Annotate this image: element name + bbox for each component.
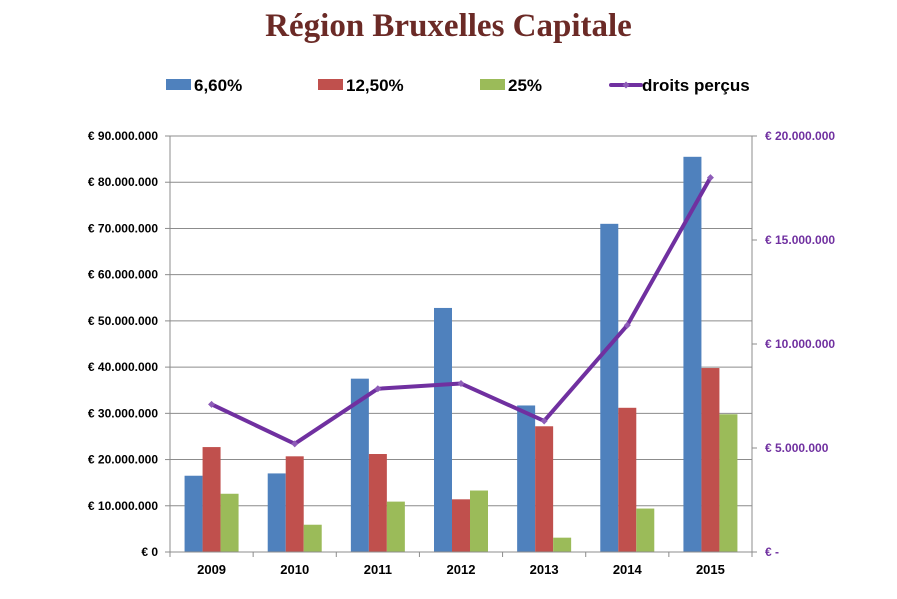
bar-12-50 xyxy=(202,447,221,552)
y-left-tick-label: € 40.000.000 xyxy=(88,360,158,374)
legend-line-marker xyxy=(622,81,630,89)
bar-6-60 xyxy=(683,156,702,553)
x-tick-label: 2012 xyxy=(447,562,476,577)
bar-25 xyxy=(470,490,488,552)
line-point xyxy=(623,321,631,329)
bar-6-60 xyxy=(434,307,452,552)
x-tick-label: 2015 xyxy=(696,562,725,577)
legend-swatch xyxy=(480,79,505,90)
legend-label: 12,50% xyxy=(346,76,404,95)
line-point xyxy=(540,417,548,425)
grid-lines xyxy=(170,135,752,507)
bar-series xyxy=(184,156,738,553)
bar-25 xyxy=(386,501,405,552)
bar-12-50 xyxy=(368,454,387,552)
chart-title: Région Bruxelles Capitale xyxy=(265,8,632,44)
bar-6-60 xyxy=(600,223,619,553)
bar-25 xyxy=(553,537,572,552)
y-left-tick-label: € 80.000.000 xyxy=(88,175,158,189)
bar-12-50 xyxy=(452,499,470,552)
y-right-tick-label: € - xyxy=(765,545,779,559)
bar-25 xyxy=(220,493,239,552)
line-series xyxy=(208,174,714,448)
legend-swatch xyxy=(166,79,191,90)
line-point xyxy=(208,400,216,408)
y-left-tick-label: € 30.000.000 xyxy=(88,406,158,420)
x-tick-label: 2014 xyxy=(613,562,643,577)
y-right-tick-label: € 10.000.000 xyxy=(765,337,835,351)
bar-12-50 xyxy=(618,407,637,552)
bar-12-50 xyxy=(285,456,304,552)
y-left-tick-label: € 60.000.000 xyxy=(88,268,158,282)
bar-25 xyxy=(636,508,655,552)
bar-6-60 xyxy=(517,405,536,552)
bar-12-50 xyxy=(701,368,720,552)
line-point xyxy=(374,385,382,393)
line-droits-per-us xyxy=(209,175,713,446)
x-tick-label: 2009 xyxy=(197,562,226,577)
y-left-tick-label: € 0 xyxy=(141,545,158,559)
legend-label: 6,60% xyxy=(194,76,242,95)
tick-labels: € 0 € 10.000.000 € 20.000.000 € 30.000.000 €… xyxy=(88,129,835,577)
line-point xyxy=(291,440,299,448)
y-right-tick-label: € 20.000.000 xyxy=(765,129,835,143)
y-left-tick-label: € 90.000.000 xyxy=(88,129,158,143)
y-left-tick-label: € 70.000.000 xyxy=(88,221,158,235)
line-point xyxy=(457,380,465,388)
bar-6-60 xyxy=(267,473,286,552)
x-tick-label: 2013 xyxy=(530,562,559,577)
bar-12-50 xyxy=(535,426,554,552)
chart-legend: 6,60% 12,50% 25% droits perçus xyxy=(166,76,750,95)
y-left-tick-label: € 20.000.000 xyxy=(88,453,158,467)
y-left-tick-label: € 10.000.000 xyxy=(88,499,158,513)
bar-6-60 xyxy=(350,378,369,552)
legend-label: 25% xyxy=(508,76,542,95)
chart-axes xyxy=(165,135,757,557)
x-tick-label: 2011 xyxy=(364,562,392,577)
x-tick-label: 2010 xyxy=(280,562,309,577)
y-right-tick-label: € 5.000.000 xyxy=(765,441,829,455)
y-left-tick-label: € 50.000.000 xyxy=(88,314,158,328)
bar-25 xyxy=(303,524,322,552)
line-point xyxy=(706,174,714,182)
bar-6-60 xyxy=(184,475,203,552)
legend-swatch xyxy=(318,79,343,90)
legend-label: droits perçus xyxy=(642,76,750,95)
y-right-tick-label: € 15.000.000 xyxy=(765,233,835,247)
bar-25 xyxy=(719,414,738,552)
